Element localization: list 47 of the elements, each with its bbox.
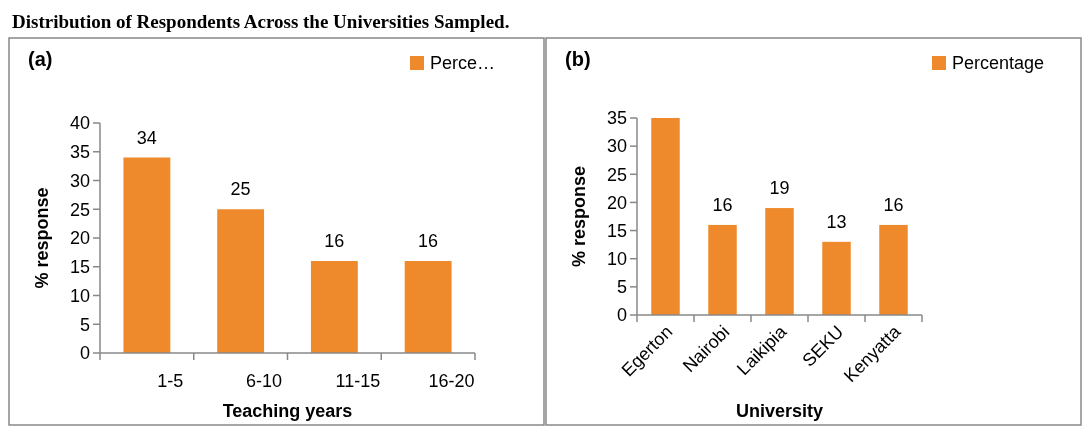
x-axis-title: Teaching years	[222, 401, 353, 421]
y-tick-label: 0	[616, 305, 627, 326]
x-tick-label: 16-20	[428, 371, 475, 391]
bar	[310, 261, 358, 353]
y-tick-label: 5	[79, 314, 90, 335]
y-axis-title: % response	[32, 187, 52, 289]
data-label: 16	[324, 231, 345, 251]
y-axis-title: % response	[569, 165, 589, 268]
bar	[708, 224, 737, 315]
y-tick-label: 10	[69, 285, 90, 306]
data-label: 34	[136, 127, 157, 148]
y-tick-label: 30	[606, 136, 627, 157]
y-tick-label: 25	[606, 164, 627, 185]
y-tick-label: 40	[69, 113, 90, 134]
y-tick-label: 35	[606, 108, 627, 129]
chart-subtitle: (b)	[565, 48, 591, 70]
data-label: 16	[418, 231, 439, 251]
x-axis-title: University	[735, 401, 824, 421]
bar	[217, 209, 265, 353]
y-tick-label: 30	[69, 170, 90, 191]
y-tick-label: 5	[616, 277, 627, 298]
y-tick-label: 20	[606, 192, 627, 213]
data-label: 16	[712, 194, 733, 215]
bar	[879, 224, 908, 315]
data-label: 16	[883, 194, 904, 215]
y-tick-label: 0	[79, 343, 90, 364]
y-tick-label: 10	[606, 249, 627, 270]
bar	[765, 208, 794, 315]
bar	[404, 261, 452, 353]
y-tick-label: 15	[606, 220, 627, 241]
y-tick-label: 35	[69, 142, 90, 163]
y-tick-label: 20	[69, 228, 90, 249]
legend-label: Percentage	[952, 53, 1045, 74]
legend-label: Perce…	[430, 53, 496, 74]
chart-subtitle: (a)	[28, 48, 53, 70]
x-tick-label: 11-15	[335, 371, 381, 391]
bar	[651, 118, 680, 315]
data-label: 19	[769, 178, 790, 199]
y-tick-label: 25	[69, 199, 90, 220]
x-tick-label: 6-10	[246, 371, 283, 391]
bar	[123, 157, 171, 353]
chart-title: Distribution of Respondents Across the Universities Sampled.	[12, 11, 510, 32]
x-tick-label: 1-5	[157, 371, 184, 391]
data-label: 25	[230, 179, 251, 200]
data-label: 13	[826, 211, 847, 232]
bar	[822, 241, 851, 315]
y-tick-label: 15	[69, 257, 90, 278]
